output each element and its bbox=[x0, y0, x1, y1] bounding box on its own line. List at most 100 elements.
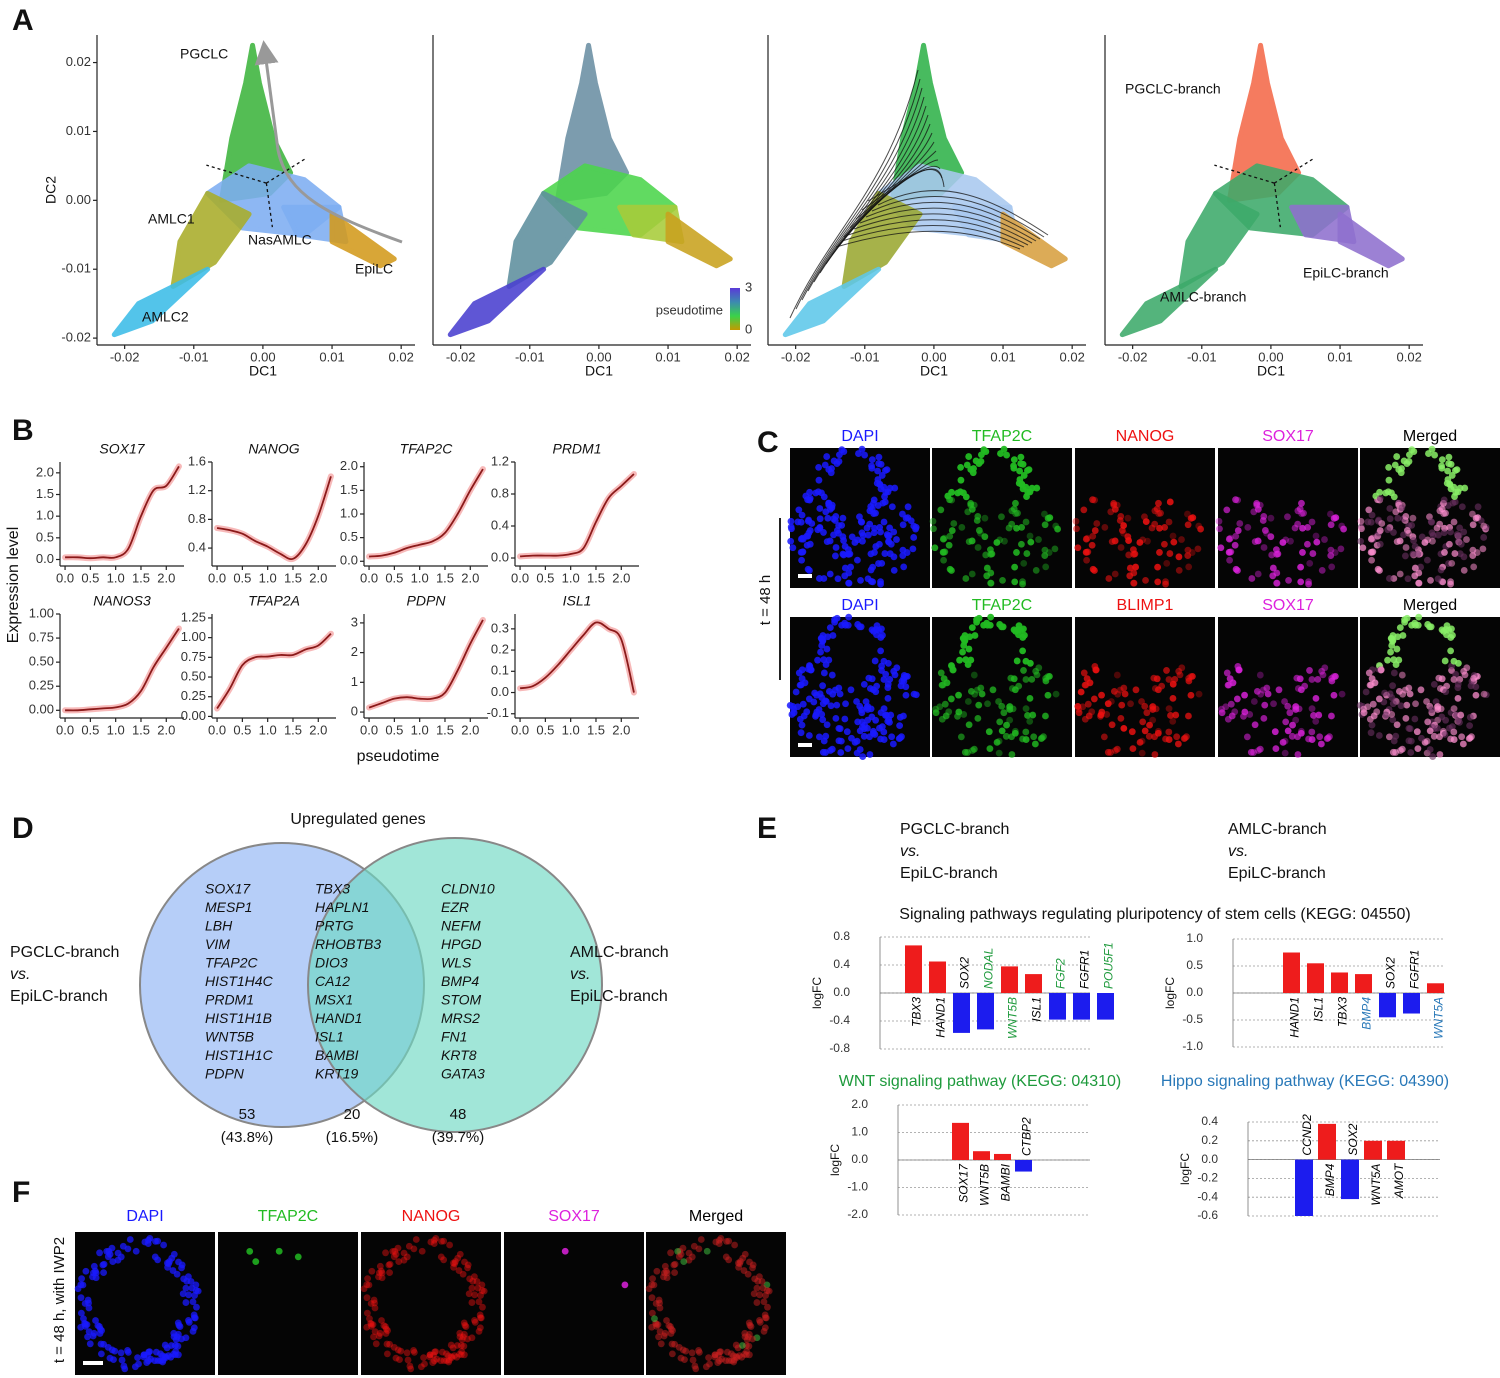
cell bbox=[117, 1253, 125, 1261]
cell bbox=[940, 556, 947, 564]
cell bbox=[950, 520, 958, 527]
cell bbox=[1224, 715, 1232, 723]
cell bbox=[966, 633, 974, 641]
cell bbox=[451, 1260, 459, 1267]
cell bbox=[1149, 703, 1157, 710]
channel-label: DAPI bbox=[841, 428, 878, 445]
cell bbox=[816, 575, 823, 582]
cell bbox=[1448, 472, 1456, 479]
cell bbox=[1132, 563, 1140, 571]
cell bbox=[1401, 618, 1409, 626]
cell bbox=[363, 1281, 371, 1289]
cell bbox=[1073, 525, 1080, 533]
cell bbox=[828, 745, 836, 753]
x-axis-label: pseudotime bbox=[357, 748, 440, 765]
cell bbox=[89, 1269, 97, 1277]
cell bbox=[884, 659, 892, 667]
cell bbox=[464, 1264, 471, 1272]
y-tick-label: 0.3 bbox=[491, 620, 509, 635]
set-label: EpiLC-branch bbox=[570, 988, 668, 1005]
cell bbox=[806, 488, 813, 496]
cell bbox=[1105, 575, 1113, 582]
velocity-stream bbox=[841, 225, 1025, 248]
cell bbox=[1472, 691, 1480, 699]
cell bbox=[1104, 700, 1112, 708]
cell bbox=[458, 1336, 466, 1343]
cell bbox=[1456, 484, 1464, 492]
cell bbox=[1367, 535, 1375, 543]
cell bbox=[1406, 451, 1413, 459]
cell bbox=[394, 1346, 402, 1354]
cell bbox=[1145, 732, 1153, 740]
velocity-stream bbox=[853, 213, 1033, 244]
cell bbox=[1080, 506, 1088, 514]
cell bbox=[651, 1315, 658, 1323]
channel-label: Merged bbox=[1403, 428, 1457, 445]
cell bbox=[655, 1333, 662, 1341]
cell bbox=[1292, 703, 1300, 710]
cell bbox=[189, 1298, 197, 1306]
cell bbox=[1129, 745, 1137, 753]
cell bbox=[1272, 745, 1280, 753]
y-tick-label: 0.8 bbox=[188, 511, 206, 526]
cell bbox=[445, 1352, 452, 1360]
cell bbox=[1232, 565, 1240, 573]
trajectory-arrow bbox=[254, 40, 403, 244]
cell bbox=[648, 1294, 656, 1302]
cell bbox=[969, 469, 977, 477]
cell bbox=[1357, 537, 1365, 545]
cell bbox=[1450, 676, 1458, 683]
cell bbox=[1120, 724, 1128, 732]
gene-name: SOX17 bbox=[205, 881, 251, 897]
cell bbox=[407, 1365, 415, 1373]
cell bbox=[1008, 520, 1016, 528]
cell bbox=[838, 521, 846, 529]
x-tick-label: 1.5 bbox=[436, 570, 454, 585]
cell bbox=[389, 1247, 397, 1255]
cell bbox=[1338, 690, 1346, 698]
cell bbox=[1404, 575, 1412, 583]
cell bbox=[819, 682, 827, 690]
x-tick-label: 0.00 bbox=[250, 349, 275, 364]
cell bbox=[1397, 702, 1405, 710]
category-label: WNT5A bbox=[1432, 997, 1446, 1039]
cell bbox=[1328, 674, 1335, 682]
y-tick-label: 0.01 bbox=[66, 123, 91, 138]
category-label: TBX3 bbox=[1336, 997, 1350, 1027]
chart-title: ISL1 bbox=[563, 593, 592, 609]
venn-count: 53 bbox=[239, 1106, 256, 1123]
cell bbox=[1041, 521, 1049, 529]
x-tick-label: 0.0 bbox=[511, 722, 529, 737]
cell bbox=[1386, 575, 1393, 582]
x-tick-label: 2.0 bbox=[157, 722, 175, 737]
cell bbox=[688, 1349, 696, 1357]
cell bbox=[1294, 751, 1302, 758]
cell bbox=[1279, 738, 1287, 746]
cell bbox=[876, 540, 883, 548]
cell bbox=[1074, 544, 1082, 552]
cell bbox=[471, 1318, 479, 1326]
cell bbox=[695, 1245, 703, 1253]
channel-label: SOX17 bbox=[548, 1208, 600, 1225]
cell bbox=[406, 1362, 414, 1370]
line-chart: NANOS3 0.00 0.25 0.50 0.75 1.00 0.0 0.5 1.0 1.5 2.… bbox=[29, 593, 184, 737]
x-tick-label: 0.5 bbox=[233, 570, 251, 585]
cell bbox=[1260, 513, 1268, 520]
cell bbox=[1116, 686, 1124, 694]
cell bbox=[1232, 496, 1239, 504]
cell bbox=[246, 1247, 254, 1255]
cell bbox=[418, 1247, 426, 1255]
cell bbox=[1441, 657, 1449, 665]
cell bbox=[957, 464, 965, 471]
cell bbox=[1445, 453, 1453, 461]
x-tick-label: 0.01 bbox=[990, 349, 1015, 364]
cell bbox=[1139, 536, 1147, 544]
velocity-stream bbox=[871, 195, 1045, 238]
y-axis-label: logFC bbox=[828, 1144, 842, 1176]
cell bbox=[453, 1353, 461, 1361]
branch-divider bbox=[1274, 157, 1315, 184]
cell bbox=[378, 1274, 386, 1282]
cell bbox=[134, 1354, 141, 1362]
cell bbox=[437, 1253, 445, 1261]
x-axis-label: DC1 bbox=[920, 363, 948, 379]
